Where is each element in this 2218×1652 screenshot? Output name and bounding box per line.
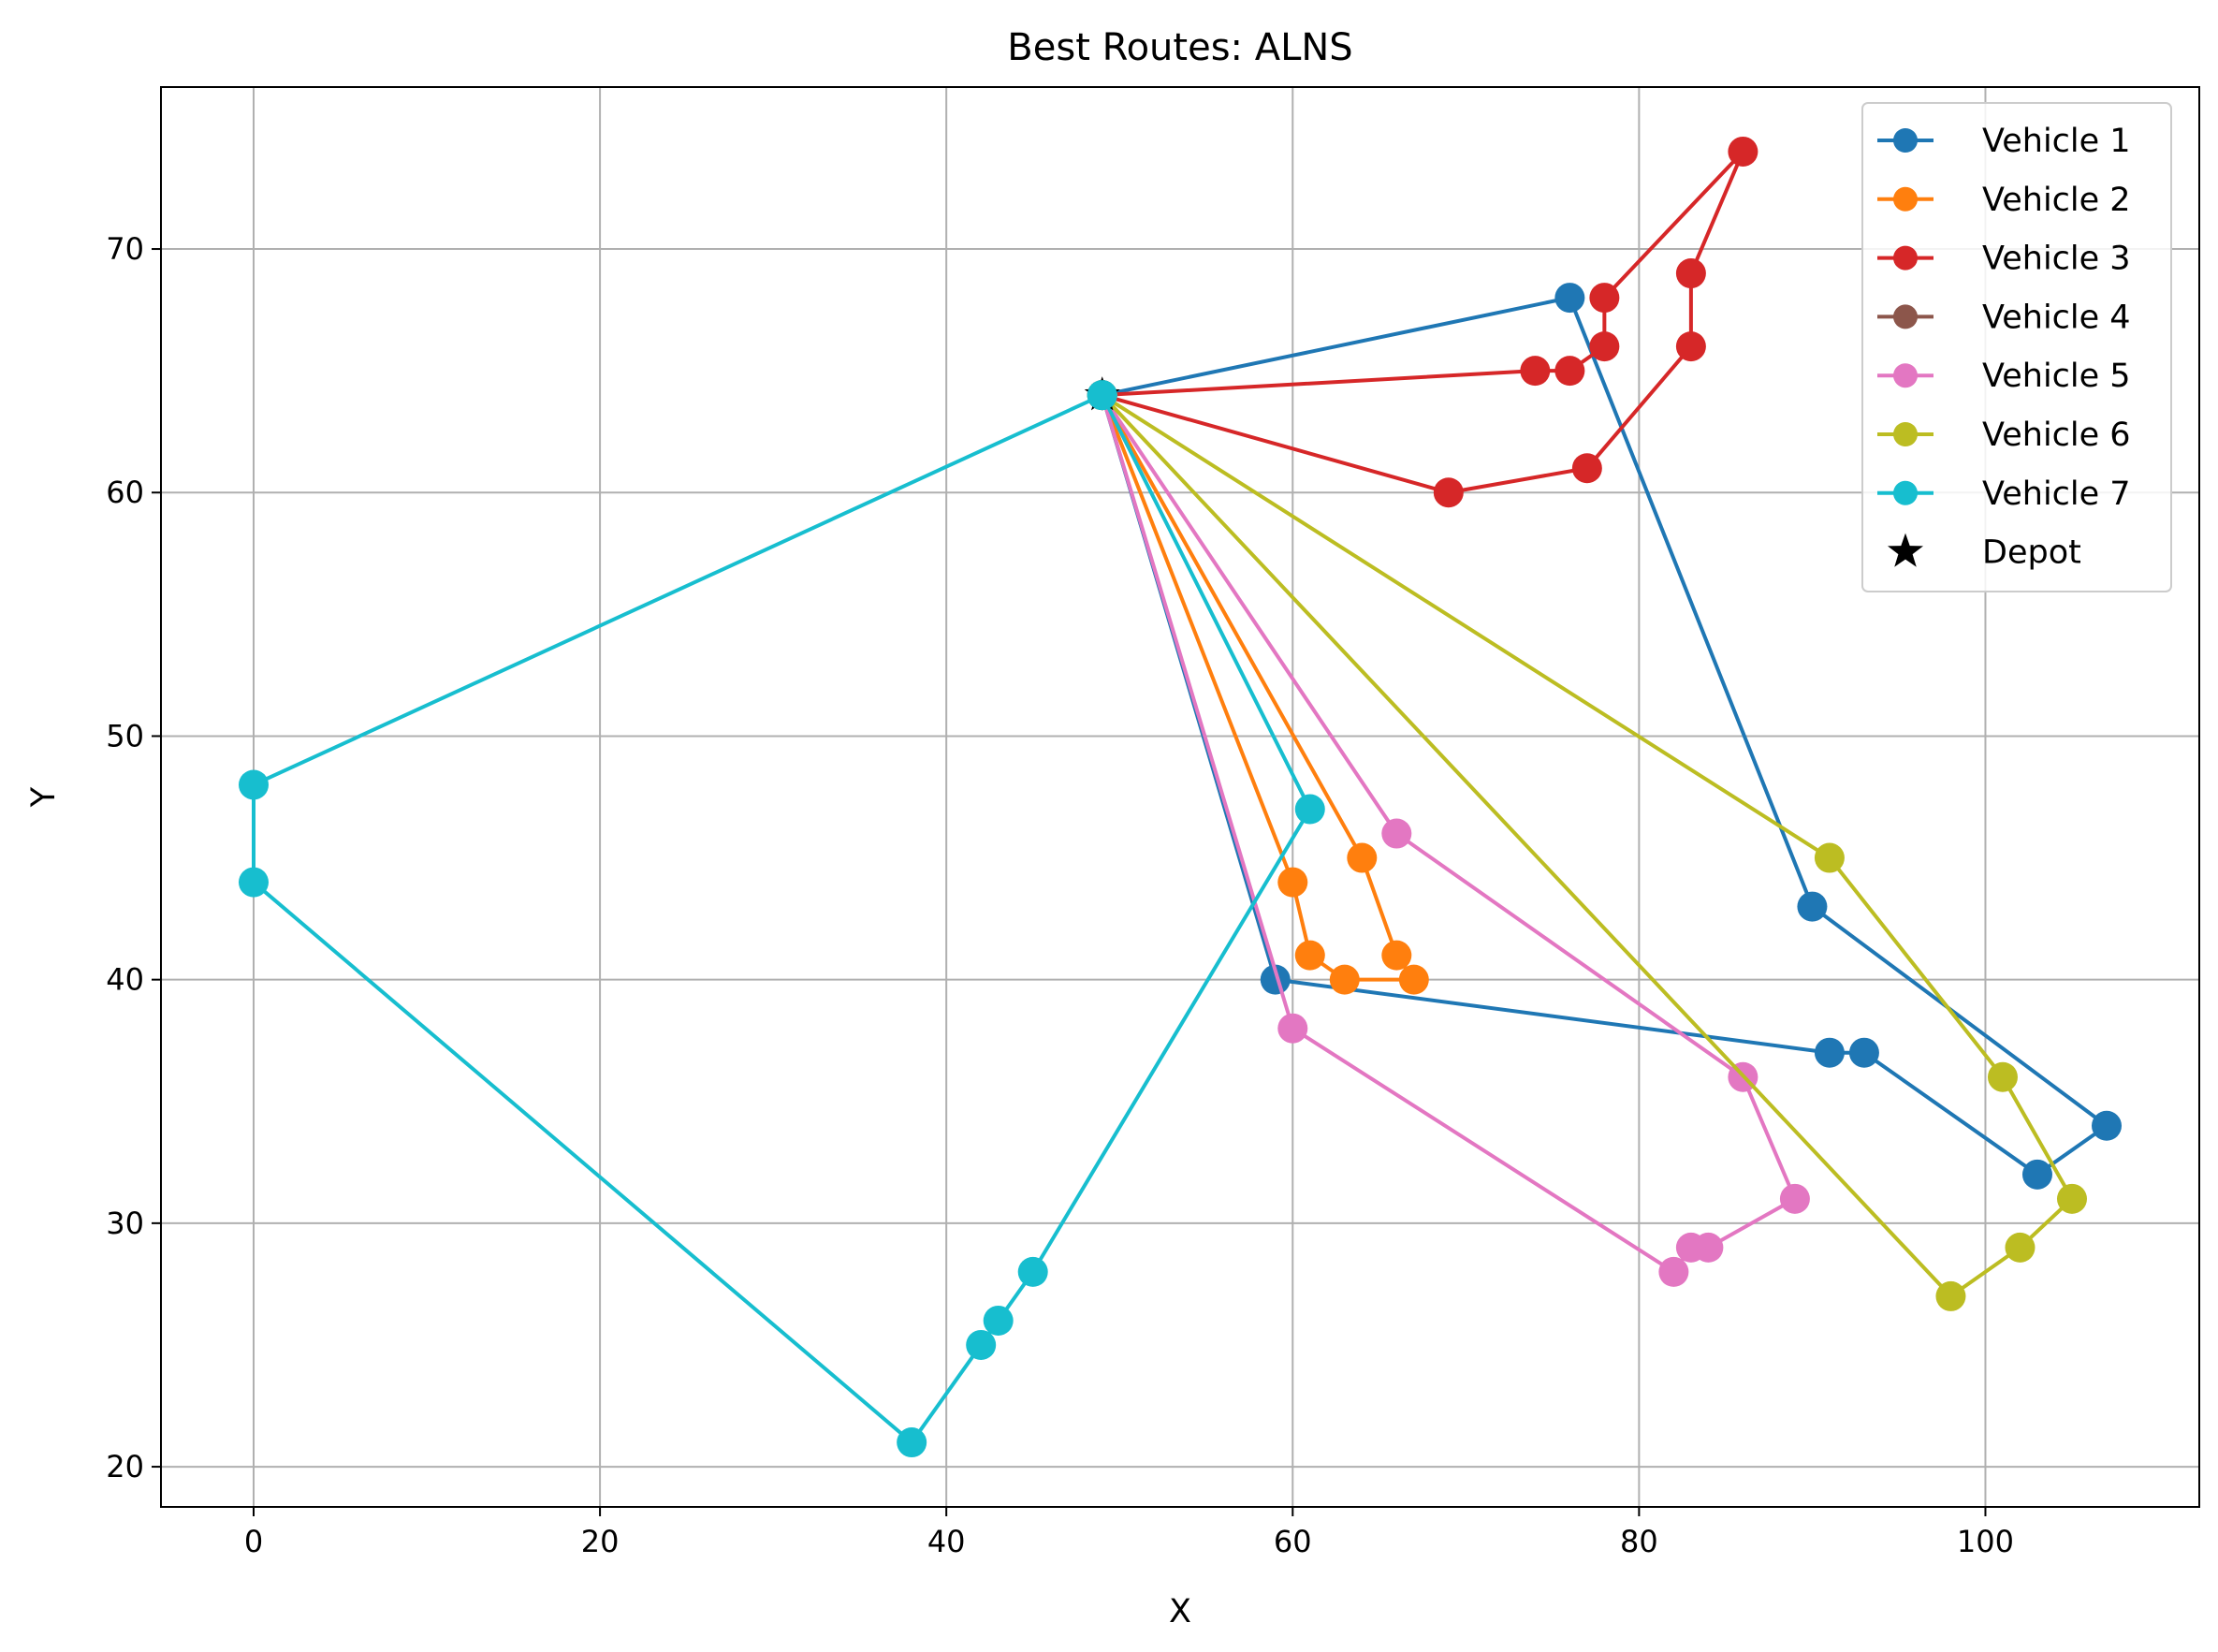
- legend-label-vehicle-3: Vehicle 3: [1982, 241, 2131, 278]
- legend-marker-vehicle-1: [1893, 128, 1918, 153]
- route-point-vehicle-6: [1814, 842, 1845, 873]
- route-point-vehicle-5: [1381, 818, 1412, 849]
- x-tick-label: 80: [1620, 1524, 1658, 1559]
- legend-marker-vehicle-4: [1893, 304, 1918, 329]
- route-point-vehicle-7: [966, 1329, 997, 1360]
- route-point-vehicle-7: [983, 1305, 1014, 1336]
- y-tick-label: 30: [106, 1206, 144, 1241]
- route-point-vehicle-2: [1398, 964, 1429, 995]
- y-tick-label: 20: [106, 1449, 144, 1484]
- route-point-vehicle-2: [1347, 842, 1378, 873]
- route-point-vehicle-1: [1797, 891, 1828, 922]
- route-point-vehicle-5: [1779, 1183, 1810, 1214]
- route-point-vehicle-2: [1381, 940, 1412, 971]
- route-point-vehicle-7: [897, 1427, 927, 1458]
- route-point-vehicle-6: [2005, 1232, 2036, 1263]
- series-layer: [239, 136, 2122, 1458]
- legend-marker-vehicle-3: [1893, 245, 1918, 270]
- legend-label-vehicle-2: Vehicle 2: [1982, 182, 2131, 219]
- legend-label-vehicle-4: Vehicle 4: [1982, 299, 2131, 336]
- route-point-vehicle-2: [1277, 867, 1308, 898]
- x-tick-label: 20: [581, 1524, 620, 1559]
- x-tick-label: 40: [927, 1524, 966, 1559]
- y-tick-label: 60: [106, 475, 144, 510]
- grid: [161, 87, 2199, 1507]
- legend-label-depot: Depot: [1982, 534, 2081, 572]
- legend-label-vehicle-1: Vehicle 1: [1982, 123, 2131, 160]
- legend-marker-vehicle-7: [1893, 480, 1918, 505]
- chart-title: Best Routes: ALNS: [1007, 26, 1352, 69]
- plot-frame: [160, 86, 2200, 1508]
- route-point-vehicle-3: [1589, 283, 1620, 314]
- y-axis-title: Y: [25, 786, 63, 808]
- legend-marker-vehicle-6: [1893, 422, 1918, 446]
- route-point-vehicle-3: [1520, 356, 1551, 387]
- route-point-vehicle-3: [1571, 453, 1602, 484]
- x-tick-label: 0: [244, 1524, 263, 1559]
- route-point-vehicle-3: [1554, 356, 1585, 387]
- legend-label-vehicle-7: Vehicle 7: [1982, 475, 2131, 513]
- route-point-vehicle-1: [1554, 283, 1585, 314]
- route-point-vehicle-1: [2021, 1159, 2052, 1190]
- x-axis-title: X: [1169, 1593, 1191, 1630]
- route-point-vehicle-1: [1848, 1037, 1879, 1068]
- route-point-vehicle-7: [1087, 380, 1117, 411]
- route-point-vehicle-3: [1589, 331, 1620, 362]
- route-point-vehicle-1: [1260, 964, 1291, 995]
- y-tick-label: 70: [106, 231, 144, 267]
- route-point-vehicle-3: [1433, 477, 1464, 508]
- legend-label-vehicle-5: Vehicle 5: [1982, 358, 2131, 395]
- route-point-vehicle-5: [1675, 1232, 1706, 1263]
- route-point-vehicle-2: [1294, 940, 1325, 971]
- x-tick-label: 60: [1274, 1524, 1312, 1559]
- legend-marker-vehicle-5: [1893, 363, 1918, 388]
- y-tick-label: 50: [106, 718, 144, 753]
- route-point-vehicle-5: [1658, 1256, 1689, 1287]
- legend-marker-vehicle-2: [1893, 186, 1918, 212]
- route-point-vehicle-2: [1329, 964, 1360, 995]
- route-point-vehicle-7: [1294, 794, 1325, 825]
- route-point-vehicle-1: [1814, 1037, 1845, 1068]
- y-tick-label: 40: [106, 962, 144, 998]
- route-point-vehicle-7: [1017, 1256, 1048, 1287]
- route-point-vehicle-6: [1987, 1061, 2018, 1092]
- route-point-vehicle-1: [2092, 1110, 2122, 1141]
- route-point-vehicle-7: [239, 867, 269, 898]
- legend-marker-depot: [1887, 533, 1924, 567]
- route-point-vehicle-3: [1675, 331, 1706, 362]
- route-point-vehicle-6: [2056, 1183, 2087, 1214]
- legend-box: [1861, 102, 2172, 592]
- legend: Vehicle 1 Vehicle 2 Vehicle 3 Vehicle 4 Vehi…: [1861, 102, 2172, 592]
- legend-label-vehicle-6: Vehicle 6: [1982, 417, 2131, 454]
- axis-ticks: 0 20 40 60 80 100 20 30 40 50 60 70: [106, 231, 2014, 1559]
- route-point-vehicle-3: [1675, 258, 1706, 289]
- route-point-vehicle-3: [1728, 136, 1758, 167]
- route-point-vehicle-6: [1935, 1280, 1966, 1311]
- route-point-vehicle-5: [1277, 1013, 1308, 1044]
- x-tick-label: 100: [1957, 1524, 2014, 1559]
- route-point-vehicle-7: [239, 769, 269, 800]
